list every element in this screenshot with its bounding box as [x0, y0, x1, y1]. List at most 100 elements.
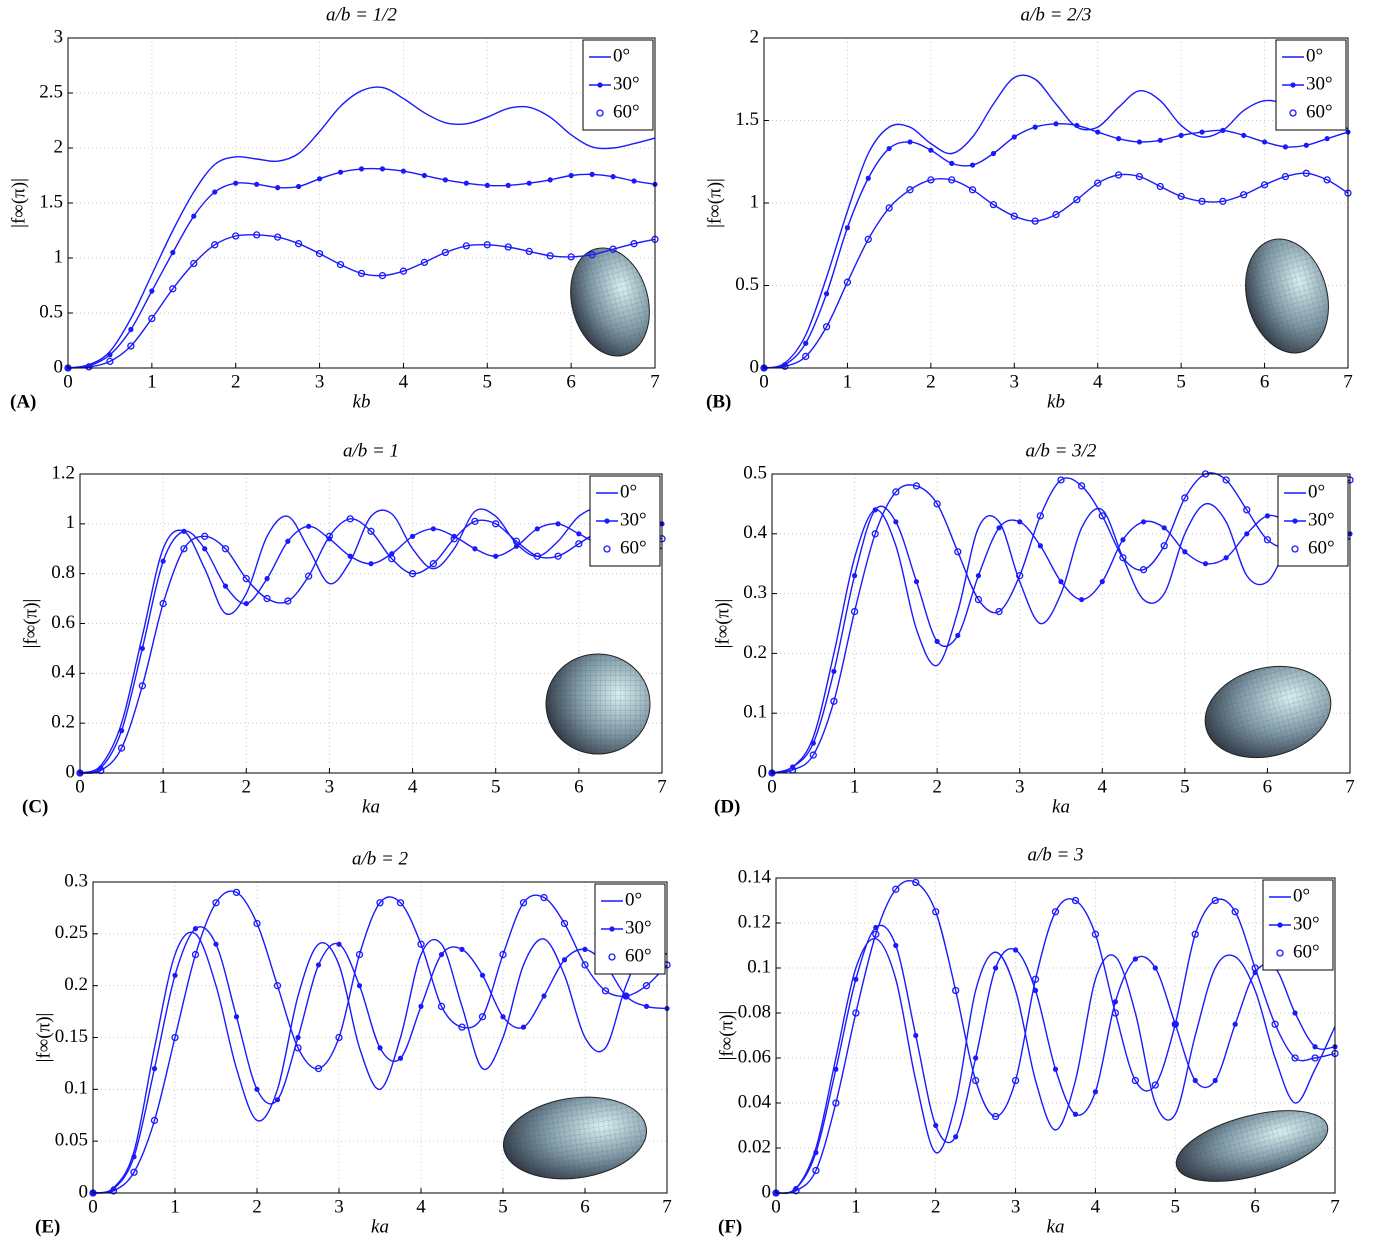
data-point	[1157, 137, 1163, 143]
data-point	[1220, 127, 1226, 133]
data-point	[809, 751, 817, 759]
data-point	[294, 240, 303, 248]
data-point	[212, 899, 220, 907]
y-tick-label: 0.2	[64, 974, 88, 995]
data-point	[150, 1116, 159, 1125]
y-tick-label: 0.08	[738, 1001, 771, 1022]
legend-marker	[604, 518, 610, 524]
x-tick-label: 7	[1343, 371, 1353, 392]
legend-marker	[608, 953, 616, 961]
panel-label: (E)	[35, 1216, 60, 1237]
y-tick-label: 0.1	[747, 956, 771, 977]
data-point	[1241, 132, 1247, 138]
data-point	[233, 180, 239, 186]
data-point	[912, 878, 920, 887]
legend-label: 0°	[1306, 45, 1323, 66]
series-line	[763, 74, 1349, 369]
y-tick-label: 0.3	[743, 582, 767, 603]
data-point	[853, 976, 859, 982]
data-point	[170, 249, 176, 256]
x-tick-label: 5	[491, 776, 501, 797]
data-point	[1072, 1111, 1079, 1117]
panel-label: (A)	[10, 391, 36, 412]
data-point	[567, 253, 575, 261]
data-point	[130, 1168, 138, 1176]
data-point	[843, 278, 852, 286]
data-point	[912, 482, 921, 490]
data-point	[534, 526, 540, 532]
data-point	[191, 213, 197, 219]
data-point	[893, 519, 899, 525]
data-point	[1077, 482, 1086, 490]
data-point	[472, 546, 478, 552]
data-point	[802, 352, 810, 361]
data-point	[792, 1187, 800, 1195]
data-point	[389, 551, 395, 557]
data-point	[989, 200, 998, 209]
data-point	[172, 972, 178, 978]
x-tick-label: 1	[850, 776, 860, 797]
axes-box	[92, 881, 668, 1194]
data-point	[396, 899, 405, 907]
data-point	[171, 1033, 179, 1042]
data-point	[201, 532, 209, 540]
legend-label: 0°	[1308, 481, 1325, 502]
data-point	[1261, 139, 1268, 145]
data-point	[643, 1003, 650, 1010]
data-point	[871, 530, 879, 538]
panel: 0 1 2 3 4 5 6 7 0 0.2 0.4 0.6 0.8 1 1.2 a/b = 1 ka (C) |f∞…	[20, 440, 666, 817]
data-point	[377, 1045, 383, 1051]
panel-label: (B)	[706, 391, 731, 412]
data-point	[1177, 192, 1185, 201]
data-point	[1199, 129, 1205, 135]
data-point	[1211, 896, 1219, 905]
data-point	[1031, 975, 1040, 983]
legend-marker	[597, 82, 603, 88]
x-tick-label: 6	[566, 371, 576, 392]
data-point	[1202, 561, 1209, 567]
data-point	[568, 172, 574, 179]
x-tick-label: 3	[1011, 1196, 1021, 1217]
data-point	[844, 225, 851, 231]
chart-title: a/b = 1	[343, 440, 399, 461]
axes-box	[763, 37, 1349, 369]
data-point	[109, 1187, 118, 1195]
data-point	[974, 595, 983, 604]
x-tick-label: 6	[1260, 371, 1270, 392]
data-point	[1052, 1066, 1059, 1072]
legend-label: 60°	[620, 537, 647, 558]
y-tick-label: 0.5	[39, 301, 63, 322]
data-point	[1036, 512, 1045, 520]
data-point	[973, 1055, 979, 1061]
data-point	[346, 515, 354, 523]
y-axis-label: |f∞(π)|	[33, 1013, 54, 1063]
data-point	[588, 251, 596, 259]
data-point	[483, 241, 491, 249]
data-point	[1011, 1076, 1020, 1085]
x-tick-label: 0	[767, 776, 777, 797]
y-tick-label: 1.5	[39, 191, 63, 212]
y-tick-label: 0.14	[738, 866, 772, 887]
data-point	[1095, 129, 1101, 135]
data-point	[993, 965, 999, 971]
data-point	[1232, 1021, 1238, 1027]
data-point	[1053, 121, 1059, 127]
data-point	[1324, 136, 1330, 142]
data-point	[85, 363, 93, 371]
data-point	[420, 258, 429, 267]
data-point	[1260, 181, 1269, 189]
data-point	[190, 259, 198, 268]
panel-label: (C)	[22, 796, 48, 817]
data-point	[610, 174, 616, 180]
x-axis-label: ka	[371, 1216, 389, 1237]
data-point	[1057, 476, 1065, 484]
y-tick-label: 3	[54, 26, 64, 47]
data-point	[213, 941, 219, 947]
y-tick-label: 0.02	[738, 1136, 771, 1157]
data-point	[315, 962, 322, 968]
data-point	[151, 1066, 158, 1072]
data-point	[1111, 1009, 1120, 1017]
data-point	[409, 533, 416, 539]
data-point	[1098, 512, 1106, 520]
data-point	[1119, 554, 1127, 562]
